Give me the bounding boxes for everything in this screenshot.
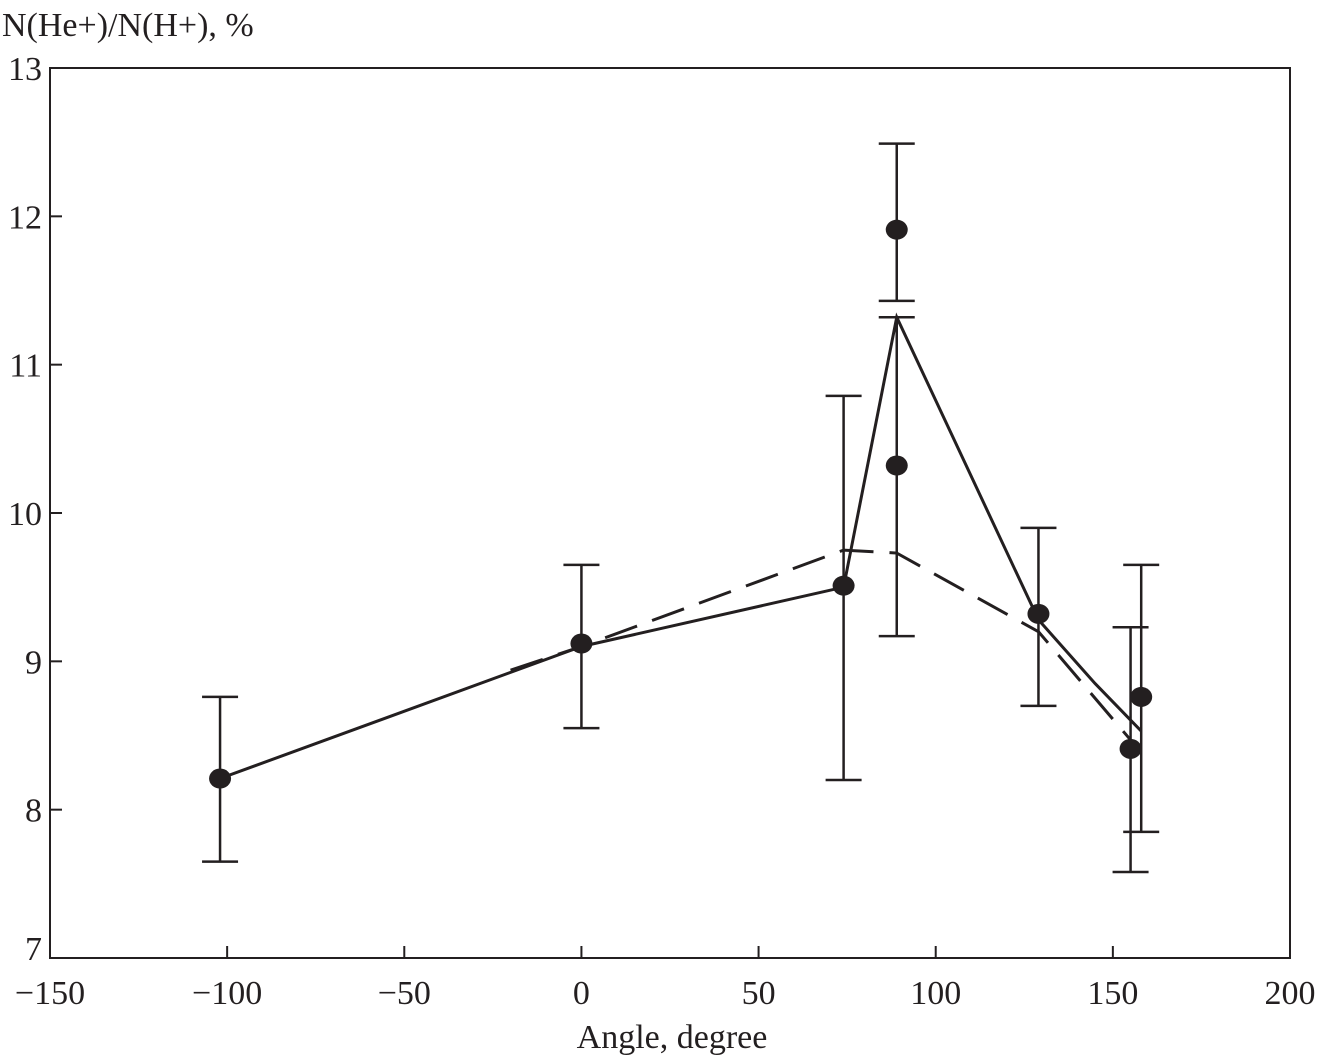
data-point [1130,686,1153,707]
x-tick-label: 0 [573,975,590,1012]
x-tick-label: −50 [378,975,431,1012]
data-point [570,633,593,654]
series-line-dashed [510,548,1132,741]
y-tick-label: 7 [25,931,42,968]
data-point [209,768,232,789]
series-line-solid [219,312,1143,780]
y-tick-label: 12 [8,199,42,236]
y-tick-label: 13 [8,51,42,88]
x-tick-label: 50 [742,975,776,1012]
x-axis-label: Angle, degree [577,1019,768,1056]
y-tick-label: 11 [9,348,42,385]
data-point [885,219,908,240]
plot-frame [49,67,1291,959]
x-tick-label: −100 [192,975,262,1012]
data-point [885,455,908,476]
data-point [1027,603,1050,624]
y-tick-label: 10 [8,496,42,533]
x-tick-label: −150 [15,975,85,1012]
data-point [1119,738,1142,759]
y-tick-label: 8 [25,793,42,830]
y-tick-label: 9 [25,644,42,681]
x-tick-label: 200 [1265,975,1316,1012]
x-tick-label: 150 [1087,975,1138,1012]
x-tick-label: 100 [910,975,961,1012]
data-point [832,575,855,596]
y-axis-label: N(He+)/N(H+), % [2,7,254,44]
